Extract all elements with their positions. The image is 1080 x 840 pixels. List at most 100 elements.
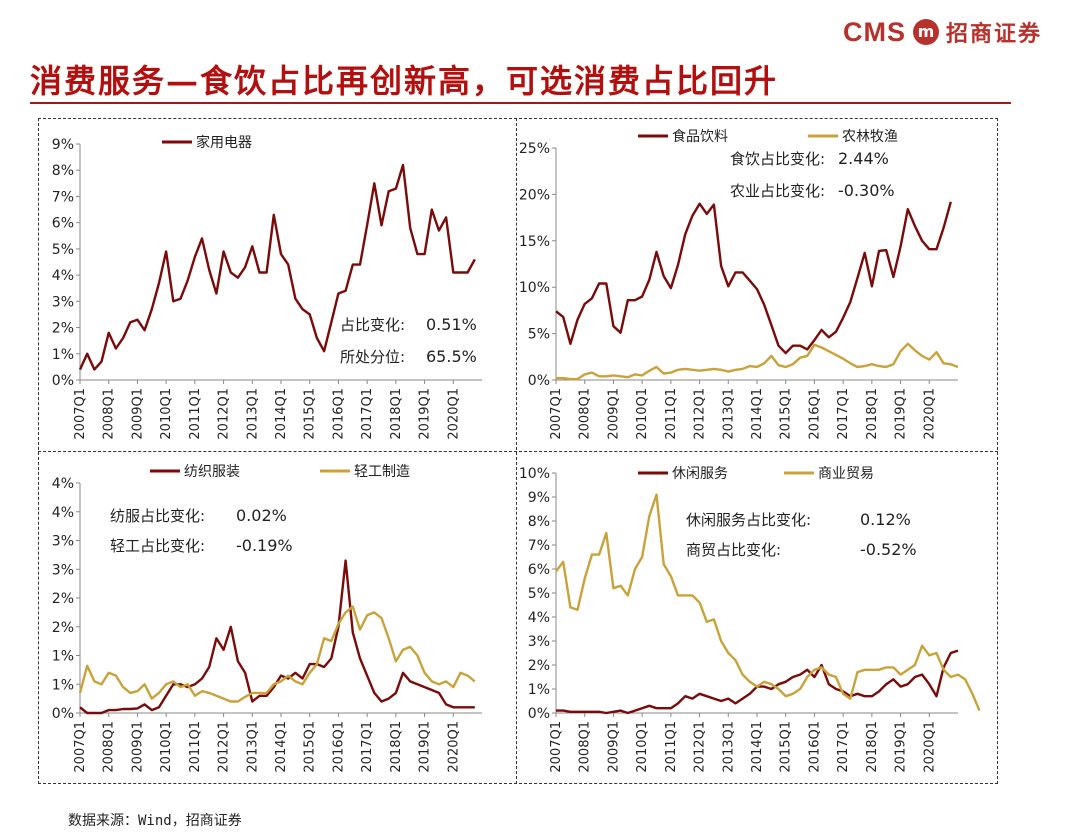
y-tick-label: 1%	[52, 649, 74, 665]
logo-company-name: 招商证券	[945, 22, 1042, 47]
y-tick-label: 3%	[52, 294, 74, 310]
y-tick-label: 7%	[528, 538, 550, 554]
series-line-2	[556, 342, 959, 381]
y-tick-label: 4%	[52, 505, 74, 521]
annotation-value: 0.02%	[236, 506, 287, 525]
series-line-2	[78, 605, 476, 703]
chart-food-agri: 0% 5% 10% 15% 20% 25% 2007Q1 2008Q1 2009Q1 2010Q1…	[518, 120, 996, 450]
y-tick-label: 1%	[52, 347, 74, 363]
chart-textile-light-svg: 0% 1% 1% 2% 2% 3% 3% 4% 4% 2007Q1 2008Q1 2009Q1 2010…	[52, 464, 482, 773]
annotation-label: 农业占比变化:	[730, 182, 825, 200]
x-tick-label: 2015Q1	[779, 388, 794, 440]
annotation-value: 0.12%	[860, 510, 911, 529]
y-tick-label: 2%	[528, 658, 550, 674]
x-tick-label: 2020Q1	[446, 388, 461, 440]
x-tick-label: 2009Q1	[130, 388, 145, 440]
annotation-label: 轻工占比变化:	[110, 537, 205, 555]
x-tick-label: 2013Q1	[721, 388, 736, 440]
x-tick-label: 2015Q1	[779, 721, 794, 773]
y-tick-label: 0%	[528, 706, 550, 722]
x-tick-label: 2017Q1	[360, 721, 375, 773]
x-tick-label: 2013Q1	[245, 388, 260, 440]
x-tick-label: 2018Q1	[389, 388, 404, 440]
y-tick-label: 5%	[528, 327, 550, 343]
legend-label: 农林牧渔	[842, 129, 898, 145]
horizontal-divider	[38, 451, 998, 452]
series-line-1	[79, 559, 475, 715]
x-tick-label: 2007Q1	[549, 721, 564, 773]
y-tick-label: 3%	[528, 634, 550, 650]
y-tick-label: 0%	[52, 373, 74, 389]
chart-leisure-trade: 0% 1% 2% 3% 4% 5% 6% 7% 8% 9% 10% 2007Q1 2008Q1 2009Q…	[518, 453, 996, 782]
page-title: 消费服务—食饮占比再创新高，可选消费占比回升	[30, 62, 779, 100]
x-tick-label: 2019Q1	[418, 388, 433, 440]
chart-leisure-trade-svg: 0% 1% 2% 3% 4% 5% 6% 7% 8% 9% 10% 2007Q1 2008Q1 2009Q…	[519, 466, 981, 773]
chart-food-agri-svg: 0% 5% 10% 15% 20% 25% 2007Q1 2008Q1 2009Q1 2010Q1…	[519, 128, 959, 440]
annotation-value: 0.51%	[426, 315, 477, 334]
y-tick-label: 20%	[519, 187, 550, 203]
x-tick-label: 2020Q1	[922, 721, 937, 773]
x-tick-label: 2016Q1	[807, 721, 822, 773]
y-tick-label: 4%	[52, 476, 74, 492]
logo-mark-glyph: m	[918, 22, 935, 41]
series-line-1	[556, 649, 959, 715]
x-tick-label: 2017Q1	[836, 388, 851, 440]
y-tick-label: 9%	[52, 137, 74, 153]
annotation-label: 休闲服务占比变化:	[686, 511, 811, 529]
legend-label: 轻工制造	[354, 464, 410, 480]
y-tick-label: 5%	[52, 242, 74, 258]
x-tick-label: 2014Q1	[274, 721, 289, 773]
x-tick-label: 2018Q1	[389, 721, 404, 773]
x-tick-label: 2011Q1	[664, 721, 679, 773]
x-tick-label: 2016Q1	[331, 388, 346, 440]
x-tick-label: 2010Q1	[635, 388, 650, 440]
x-tick-label: 2008Q1	[102, 388, 117, 440]
brand-logo: CMS m 招商证券	[843, 16, 1042, 48]
x-tick-label: 2007Q1	[73, 388, 88, 440]
x-tick-label: 2020Q1	[446, 721, 461, 773]
x-tick-label: 2013Q1	[245, 721, 260, 773]
y-tick-label: 9%	[528, 490, 550, 506]
x-tick-label: 2015Q1	[303, 388, 318, 440]
x-tick-label: 2012Q1	[217, 721, 232, 773]
x-tick-label: 2012Q1	[693, 388, 708, 440]
x-tick-label: 2011Q1	[664, 388, 679, 440]
x-tick-label: 2016Q1	[807, 388, 822, 440]
logo-cms-text: CMS	[842, 16, 906, 47]
chart-appliances-svg: 0% 1% 2% 3% 4% 5% 6% 7% 8% 9% 2007Q1 2008Q1 2009Q1 20…	[52, 134, 482, 440]
legend-label: 休闲服务	[672, 466, 728, 482]
x-tick-label: 2019Q1	[894, 721, 909, 773]
x-tick-label: 2010Q1	[159, 721, 174, 773]
x-tick-label: 2012Q1	[217, 388, 232, 440]
logo-mark-icon: m	[912, 19, 939, 45]
series-line-1	[78, 163, 476, 371]
annotation-label: 占比变化:	[340, 316, 405, 334]
annotation-label: 纺服占比变化:	[110, 507, 205, 525]
series-line-1	[555, 201, 952, 355]
legend-label: 食品饮料	[672, 128, 728, 145]
chart-appliances: 0% 1% 2% 3% 4% 5% 6% 7% 8% 9% 2007Q1 2008Q1 2009Q1 20…	[40, 120, 514, 450]
y-tick-label: 1%	[528, 682, 550, 698]
y-tick-label: 25%	[519, 141, 550, 157]
x-tick-label: 2009Q1	[606, 388, 621, 440]
series-line-2	[555, 493, 981, 712]
y-tick-label: 8%	[52, 163, 74, 179]
annotation-value: -0.19%	[236, 536, 293, 555]
y-tick-label: 0%	[52, 706, 74, 722]
y-tick-label: 2%	[52, 321, 74, 337]
x-tick-label: 2014Q1	[274, 388, 289, 440]
x-tick-label: 2013Q1	[721, 721, 736, 773]
x-tick-label: 2015Q1	[303, 721, 318, 773]
x-tick-label: 2007Q1	[73, 721, 88, 773]
x-tick-label: 2009Q1	[130, 721, 145, 773]
x-tick-label: 2007Q1	[549, 388, 564, 440]
y-tick-label: 8%	[528, 514, 550, 530]
y-tick-label: 15%	[519, 234, 550, 250]
x-tick-label: 2017Q1	[360, 388, 375, 440]
annotation-label: 食饮占比变化:	[730, 150, 825, 168]
y-tick-label: 10%	[519, 280, 550, 296]
x-tick-label: 2008Q1	[102, 721, 117, 773]
x-tick-label: 2016Q1	[331, 721, 346, 773]
annotation-value: 65.5%	[426, 347, 477, 366]
x-tick-label: 2010Q1	[159, 388, 174, 440]
